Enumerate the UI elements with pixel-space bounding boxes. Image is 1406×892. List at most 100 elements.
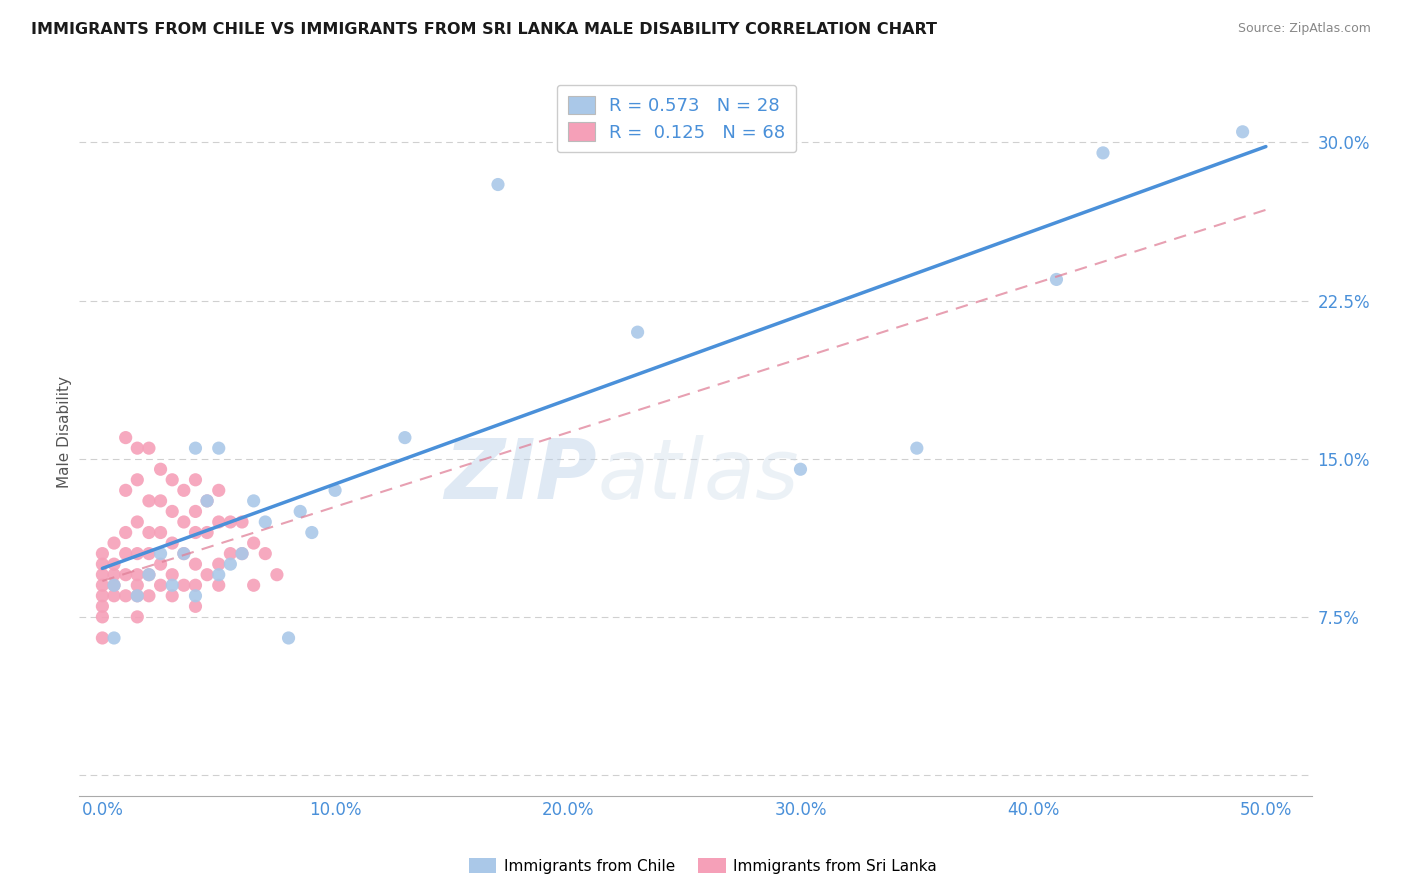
Point bbox=[208, 515, 231, 529]
Point bbox=[91, 567, 114, 582]
Point bbox=[160, 567, 183, 582]
Point bbox=[103, 578, 125, 592]
Point bbox=[173, 547, 195, 561]
Point bbox=[127, 589, 149, 603]
Point bbox=[394, 431, 416, 445]
Point bbox=[149, 525, 172, 540]
Point bbox=[114, 589, 136, 603]
Point bbox=[173, 547, 195, 561]
Point bbox=[208, 567, 231, 582]
Point bbox=[173, 515, 195, 529]
Point bbox=[184, 557, 207, 571]
Point bbox=[138, 494, 160, 508]
Point bbox=[114, 431, 136, 445]
Point bbox=[149, 462, 172, 476]
Point bbox=[138, 567, 160, 582]
Point bbox=[184, 578, 207, 592]
Point bbox=[1091, 145, 1114, 160]
Point bbox=[91, 589, 114, 603]
Point bbox=[91, 599, 114, 614]
Point bbox=[103, 557, 125, 571]
Point bbox=[195, 494, 218, 508]
Point bbox=[290, 504, 312, 518]
Point bbox=[323, 483, 346, 498]
Point bbox=[219, 515, 242, 529]
Point bbox=[127, 610, 149, 624]
Point bbox=[91, 631, 114, 645]
Point bbox=[138, 589, 160, 603]
Point bbox=[184, 473, 207, 487]
Point bbox=[138, 567, 160, 582]
Point bbox=[219, 557, 242, 571]
Text: IMMIGRANTS FROM CHILE VS IMMIGRANTS FROM SRI LANKA MALE DISABILITY CORRELATION C: IMMIGRANTS FROM CHILE VS IMMIGRANTS FROM… bbox=[31, 22, 936, 37]
Point bbox=[254, 547, 277, 561]
Point bbox=[160, 536, 183, 550]
Point bbox=[266, 567, 288, 582]
Point bbox=[195, 494, 218, 508]
Point bbox=[149, 547, 172, 561]
Point bbox=[114, 567, 136, 582]
Point bbox=[254, 515, 277, 529]
Point bbox=[127, 578, 149, 592]
Point bbox=[184, 589, 207, 603]
Point bbox=[219, 547, 242, 561]
Point bbox=[184, 525, 207, 540]
Point bbox=[160, 578, 183, 592]
Point bbox=[103, 567, 125, 582]
Point bbox=[91, 578, 114, 592]
Point bbox=[127, 473, 149, 487]
Point bbox=[242, 578, 264, 592]
Text: atlas: atlas bbox=[598, 435, 799, 516]
Point bbox=[114, 483, 136, 498]
Point bbox=[138, 525, 160, 540]
Point bbox=[127, 515, 149, 529]
Point bbox=[231, 547, 253, 561]
Point bbox=[149, 578, 172, 592]
Point bbox=[103, 578, 125, 592]
Point bbox=[486, 178, 509, 192]
Point bbox=[127, 567, 149, 582]
Point bbox=[277, 631, 299, 645]
Legend: Immigrants from Chile, Immigrants from Sri Lanka: Immigrants from Chile, Immigrants from S… bbox=[463, 852, 943, 880]
Point bbox=[626, 325, 648, 339]
Point bbox=[231, 547, 253, 561]
Point bbox=[138, 441, 160, 455]
Point bbox=[127, 441, 149, 455]
Point bbox=[114, 525, 136, 540]
Point bbox=[184, 504, 207, 518]
Point bbox=[138, 547, 160, 561]
Point bbox=[208, 578, 231, 592]
Y-axis label: Male Disability: Male Disability bbox=[58, 376, 72, 488]
Point bbox=[1232, 125, 1254, 139]
Point bbox=[905, 441, 928, 455]
Point bbox=[160, 473, 183, 487]
Point bbox=[127, 589, 149, 603]
Point bbox=[149, 494, 172, 508]
Point bbox=[301, 525, 323, 540]
Point bbox=[149, 557, 172, 571]
Point bbox=[114, 547, 136, 561]
Point bbox=[208, 441, 231, 455]
Point bbox=[160, 504, 183, 518]
Point bbox=[103, 589, 125, 603]
Point bbox=[242, 536, 264, 550]
Point bbox=[91, 610, 114, 624]
Point bbox=[127, 547, 149, 561]
Point bbox=[195, 525, 218, 540]
Point bbox=[208, 557, 231, 571]
Point bbox=[195, 567, 218, 582]
Point bbox=[1045, 272, 1067, 286]
Text: ZIP: ZIP bbox=[444, 435, 598, 516]
Point bbox=[789, 462, 811, 476]
Point bbox=[208, 483, 231, 498]
Text: Source: ZipAtlas.com: Source: ZipAtlas.com bbox=[1237, 22, 1371, 36]
Legend: R = 0.573   N = 28, R =  0.125   N = 68: R = 0.573 N = 28, R = 0.125 N = 68 bbox=[557, 85, 796, 153]
Point bbox=[173, 483, 195, 498]
Point bbox=[184, 599, 207, 614]
Point bbox=[91, 557, 114, 571]
Point bbox=[231, 515, 253, 529]
Point bbox=[173, 578, 195, 592]
Point bbox=[103, 536, 125, 550]
Point bbox=[103, 631, 125, 645]
Point bbox=[184, 441, 207, 455]
